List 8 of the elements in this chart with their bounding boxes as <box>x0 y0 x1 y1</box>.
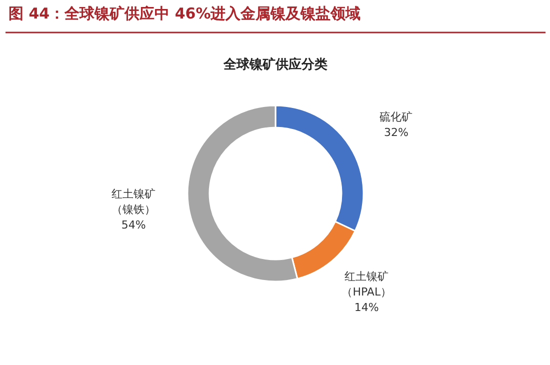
data-label: 54% <box>121 218 146 232</box>
data-label: 32% <box>384 126 408 140</box>
slice-label: 红土镍矿（HPAL） <box>342 270 392 299</box>
chart-title: 图 44：全球镍矿供应中 46%进入金属镍及镍盐领域 <box>8 4 361 22</box>
slice-label: 硫化矿 <box>380 110 413 124</box>
chart-subtitle: 全球镍矿供应分类 <box>222 56 328 72</box>
slice-label: 红土镍矿（镍铁） <box>112 187 156 216</box>
data-label: 14% <box>354 301 379 314</box>
